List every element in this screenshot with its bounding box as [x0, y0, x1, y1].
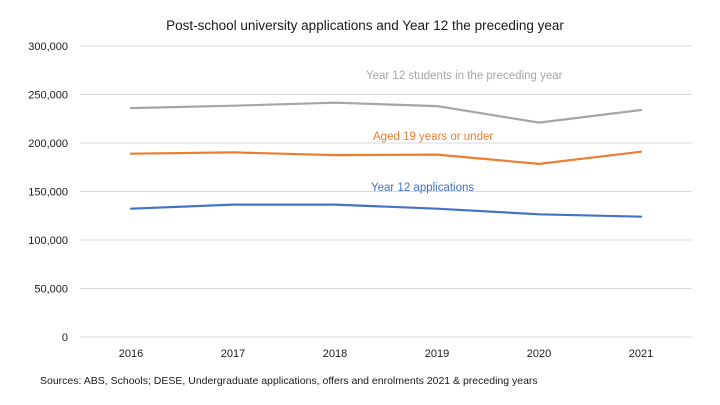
gridlines	[80, 45, 692, 338]
series-label-2: Aged 19 years or under	[373, 131, 493, 143]
series-line-2	[129, 150, 643, 165]
y-tick-label: 300,000	[28, 41, 68, 53]
y-tick-label: 100,000	[28, 235, 68, 247]
y-tick-label: 200,000	[28, 138, 68, 150]
series-line-3	[129, 203, 643, 218]
series-labels: Year 12 students in the preceding year Ag…	[366, 70, 563, 194]
series-label-3: Year 12 applications	[371, 182, 474, 194]
series-label-1: Year 12 students in the preceding year	[366, 70, 563, 82]
y-tick-label: 150,000	[28, 187, 68, 199]
x-tick-label: 2019	[425, 348, 449, 360]
x-axis-ticks: 2016 2017 2018 2019 2020 2021	[119, 348, 653, 360]
y-tick-label: 0	[62, 332, 68, 344]
y-axis-ticks: 0 50,000 100,000 150,000 200,000 250,000 300,0…	[28, 41, 68, 344]
x-tick-label: 2021	[629, 348, 653, 360]
chart-title: Post-school university applications and …	[166, 18, 564, 33]
x-tick-label: 2020	[527, 348, 551, 360]
x-tick-label: 2016	[119, 348, 143, 360]
series-line-1	[129, 101, 643, 124]
x-tick-label: 2018	[323, 348, 347, 360]
series-lines	[129, 101, 643, 218]
y-tick-label: 50,000	[34, 284, 68, 296]
source-note: Sources: ABS, Schools; DESE, Undergradua…	[40, 375, 538, 387]
x-tick-label: 2017	[221, 348, 245, 360]
y-tick-label: 250,000	[28, 90, 68, 102]
